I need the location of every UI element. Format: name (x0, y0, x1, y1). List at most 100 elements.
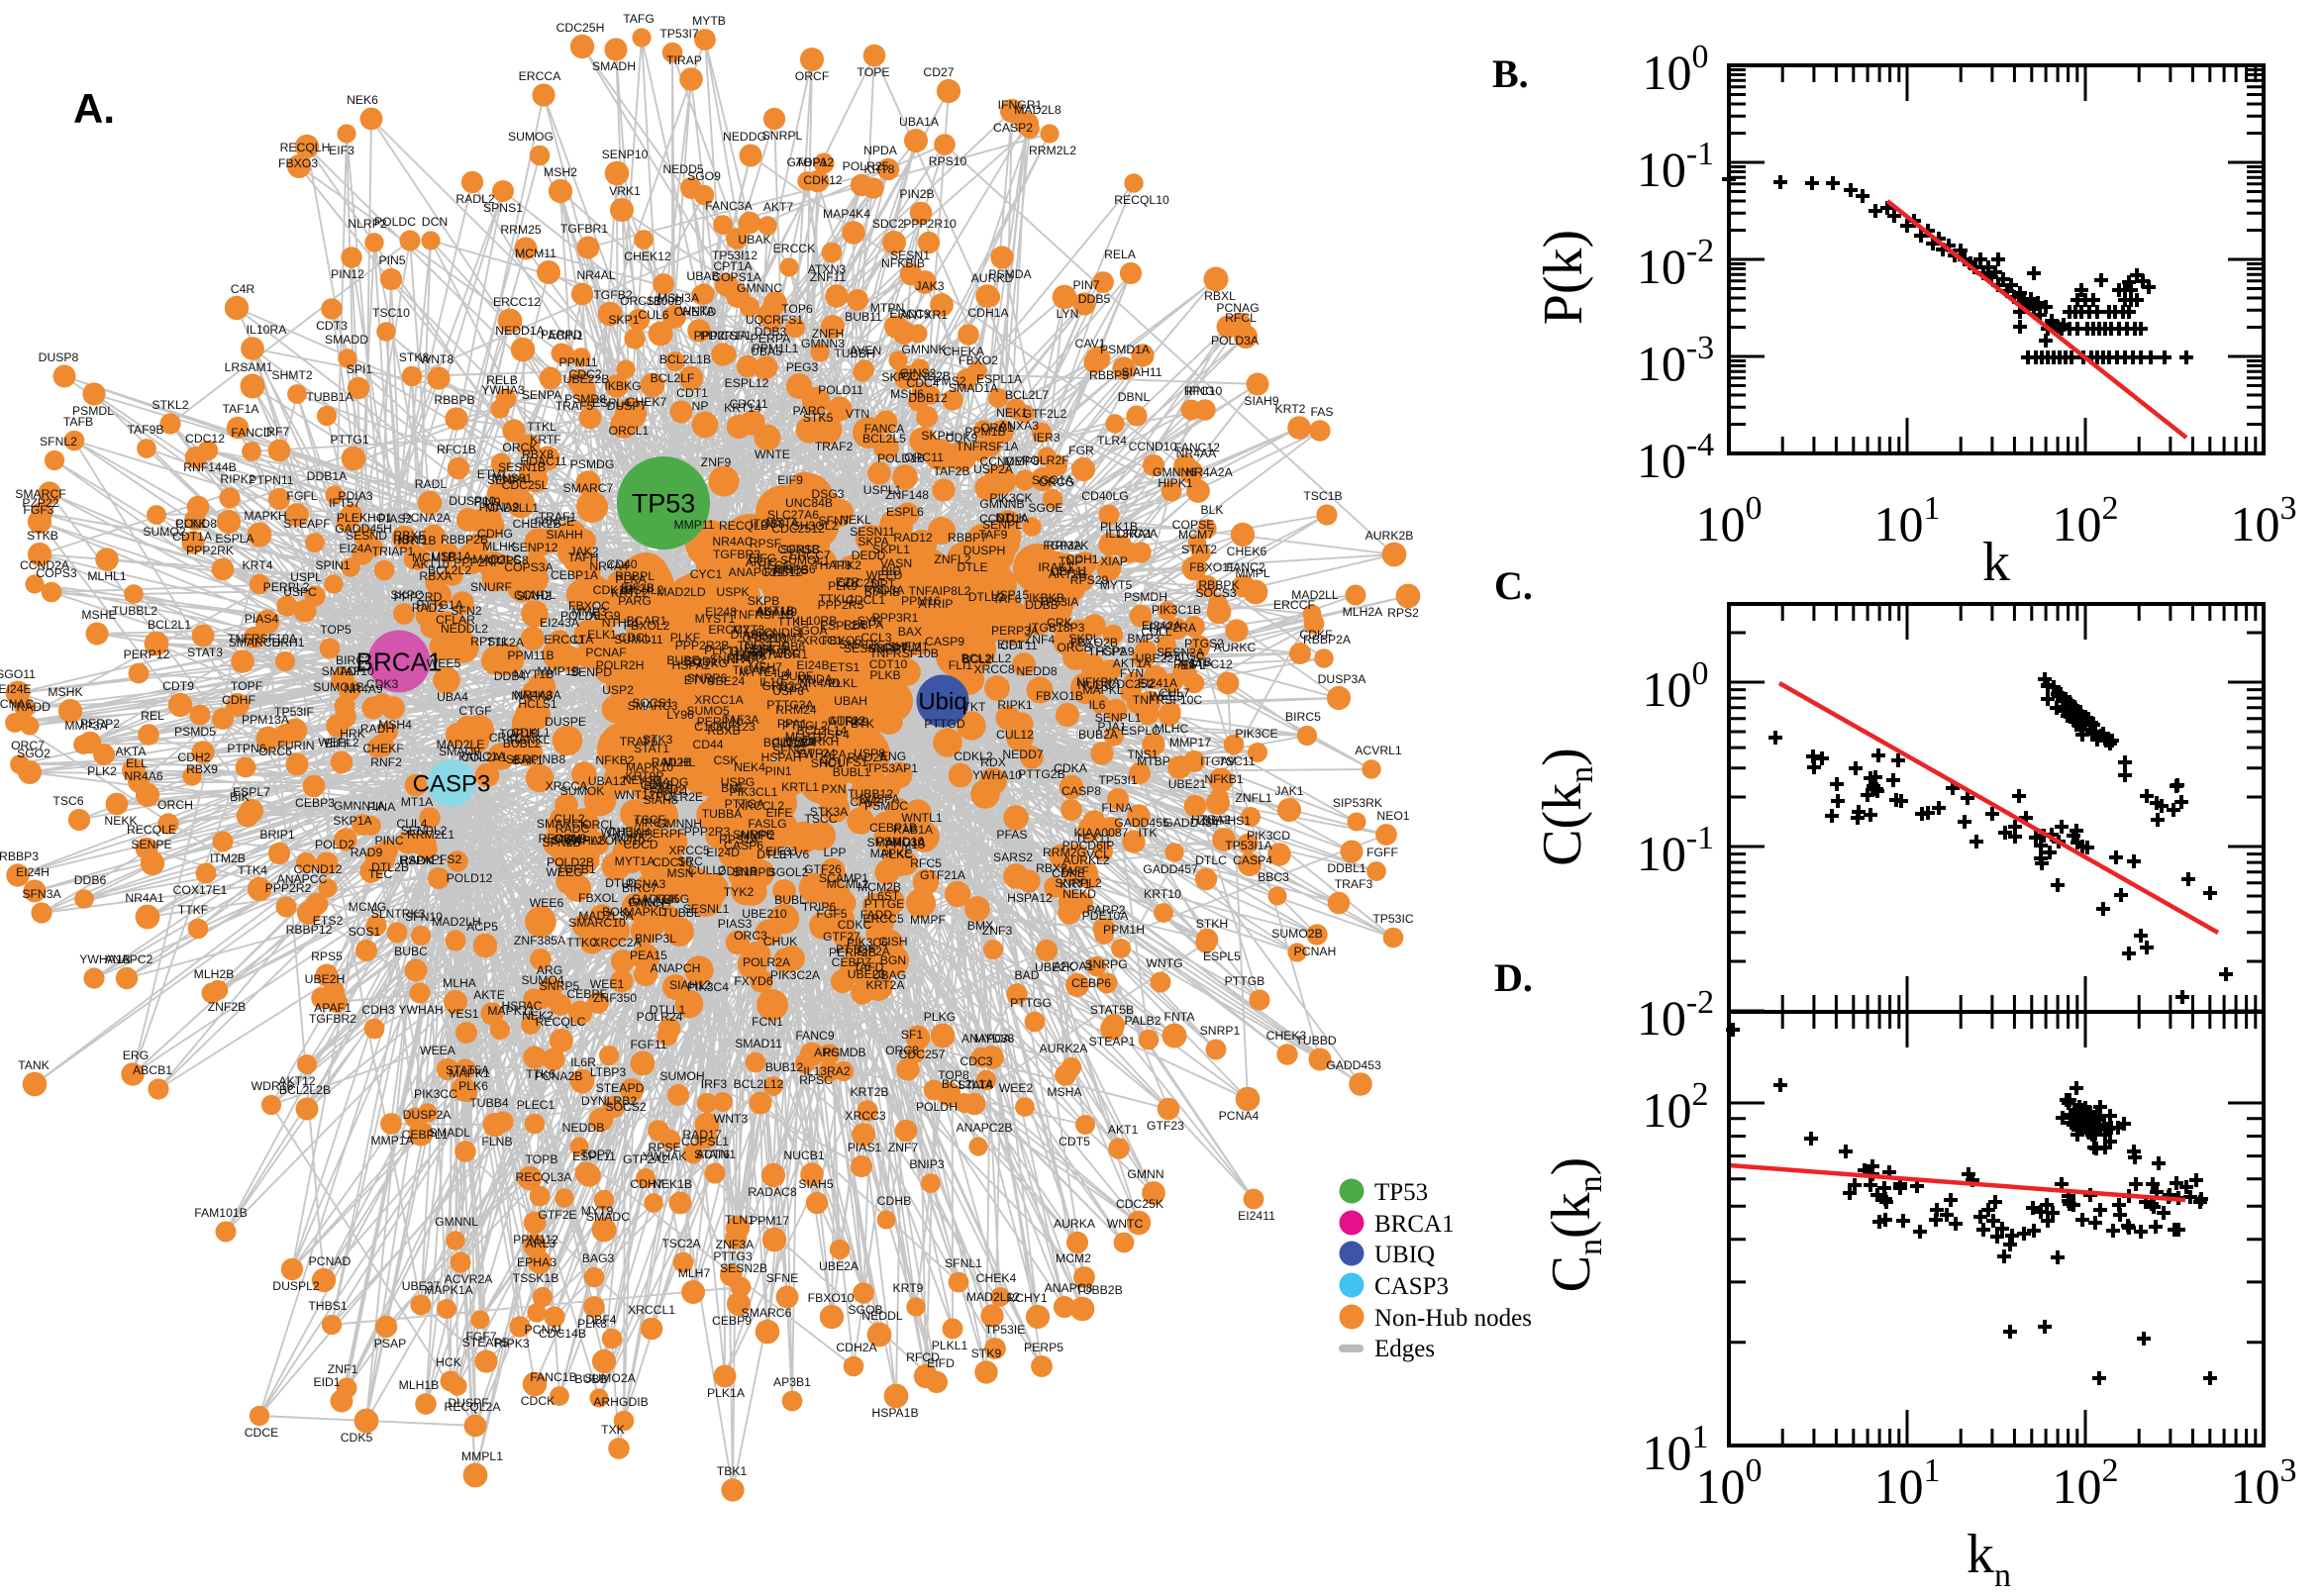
svg-text:WEED: WEED (866, 568, 903, 582)
svg-text:RRM24: RRM24 (775, 703, 817, 717)
svg-text:TGFB2: TGFB2 (593, 288, 632, 302)
svg-text:CDT1: CDT1 (676, 386, 708, 400)
svg-text:BUBF: BUBF (781, 669, 814, 683)
svg-text:ETV4: ETV4 (684, 673, 715, 687)
svg-text:PIN2B: PIN2B (899, 187, 934, 201)
svg-text:TLR4: TLR4 (1097, 434, 1127, 448)
svg-text:MCM1B: MCM1B (412, 550, 455, 564)
svg-text:SFNL2: SFNL2 (40, 435, 77, 449)
svg-text:NEDD1A: NEDD1A (495, 324, 545, 338)
svg-text:GTF27: GTF27 (823, 930, 860, 944)
svg-text:SNRP5: SNRP5 (540, 979, 580, 993)
svg-text:RANKL: RANKL (510, 733, 551, 747)
svg-text:MAD2LL: MAD2LL (1291, 588, 1339, 602)
svg-text:TP53: TP53 (632, 489, 696, 519)
svg-text:SIAH9: SIAH9 (1244, 394, 1278, 408)
svg-text:BCL2L1: BCL2L1 (148, 618, 191, 632)
svg-text:CDHB: CDHB (877, 1194, 912, 1208)
svg-text:FGF7: FGF7 (465, 1330, 496, 1344)
svg-text:EI242A: EI242A (1142, 619, 1182, 633)
svg-text:CDCK: CDCK (521, 1394, 556, 1408)
svg-text:MAPK8: MAPK8 (511, 689, 553, 703)
svg-text:NLRP2: NLRP2 (348, 217, 387, 231)
svg-text:CAV1: CAV1 (1075, 337, 1106, 350)
svg-text:RPS1A: RPS1A (719, 833, 759, 847)
svg-text:CDH3: CDH3 (361, 1003, 394, 1017)
svg-text:MCM11: MCM11 (515, 247, 556, 260)
svg-text:PLK11: PLK11 (704, 644, 740, 657)
svg-text:TEC: TEC (368, 867, 393, 881)
svg-text:KRT1B: KRT1B (397, 534, 436, 548)
svg-text:MSH2: MSH2 (544, 165, 577, 179)
svg-text:ZNF3A: ZNF3A (716, 1238, 755, 1251)
svg-text:KRT2: KRT2 (1275, 402, 1306, 416)
svg-text:PPP2R10: PPP2R10 (903, 217, 957, 231)
svg-text:GTF2L2: GTF2L2 (1023, 407, 1067, 421)
svg-text:TAF3A: TAF3A (722, 713, 759, 727)
svg-text:ETV1: ETV1 (477, 467, 508, 481)
svg-text:UBE21: UBE21 (1168, 777, 1207, 791)
svg-text:PPM112: PPM112 (513, 1233, 558, 1247)
svg-text:PERP2: PERP2 (80, 717, 120, 731)
svg-text:MAD2LC: MAD2LC (472, 552, 522, 566)
svg-text:MMP1B: MMP1B (537, 664, 579, 678)
svg-text:TRAF2: TRAF2 (815, 440, 854, 453)
svg-text:NR4A4: NR4A4 (589, 559, 629, 573)
svg-text:FANCD: FANCD (231, 426, 272, 440)
svg-text:PFAS: PFAS (996, 828, 1027, 842)
svg-text:Cn(kn): Cn(kn) (1541, 1157, 1609, 1293)
svg-text:PINA: PINA (367, 800, 396, 814)
svg-text:SOCS2: SOCS2 (605, 1100, 647, 1114)
svg-text:BUBL2: BUBL2 (503, 737, 542, 750)
svg-text:MCMG: MCMG (349, 900, 387, 914)
svg-text:RECQLH: RECQLH (280, 141, 331, 154)
svg-text:SESN2A: SESN2A (1157, 646, 1205, 659)
svg-text:PIK3CE: PIK3CE (1235, 727, 1277, 741)
svg-text:IL6ST: IL6ST (867, 889, 900, 903)
svg-text:GTF21A: GTF21A (920, 868, 966, 882)
svg-text:COPS6: COPS6 (774, 562, 816, 576)
svg-text:PIN1: PIN1 (764, 764, 791, 778)
svg-text:IFT57: IFT57 (329, 496, 360, 510)
svg-text:RPSF: RPSF (750, 537, 782, 550)
svg-text:Non-Hub nodes: Non-Hub nodes (1374, 1305, 1532, 1332)
svg-text:RBBPA: RBBPA (844, 618, 884, 632)
svg-text:BCL2LF: BCL2LF (651, 371, 695, 385)
svg-text:MYTE: MYTE (739, 665, 772, 679)
svg-text:ZNF2B: ZNF2B (208, 1000, 247, 1014)
svg-text:SLC27A6: SLC27A6 (767, 508, 819, 522)
svg-text:PTTG2B: PTTG2B (1018, 767, 1064, 781)
svg-text:MMP11: MMP11 (673, 518, 714, 532)
svg-text:CDCL1: CDCL1 (846, 593, 885, 607)
svg-text:MLH2A: MLH2A (1343, 605, 1384, 619)
svg-text:TSC11: TSC11 (1218, 754, 1255, 768)
svg-text:USP1A: USP1A (432, 549, 472, 563)
svg-text:BAG3: BAG3 (582, 1251, 615, 1265)
svg-text:PERP12: PERP12 (124, 648, 170, 661)
svg-text:STAT5B: STAT5B (1090, 1003, 1134, 1017)
svg-text:CCNDL: CCNDL (514, 588, 556, 602)
svg-text:CUL12: CUL12 (996, 728, 1034, 742)
svg-text:MYT3: MYT3 (733, 623, 765, 637)
svg-text:SNRP6: SNRP6 (687, 671, 728, 685)
svg-text:KRT1: KRT1 (1060, 877, 1091, 891)
svg-text:MAPK1: MAPK1 (449, 1066, 490, 1080)
svg-text:UBE24: UBE24 (707, 674, 746, 688)
svg-text:CCND1A: CCND1A (979, 512, 1030, 526)
svg-text:PPM1H: PPM1H (1103, 923, 1145, 937)
svg-text:FANC1: FANC1 (650, 784, 689, 798)
svg-text:SKPB: SKPB (748, 594, 780, 608)
svg-text:MSHE: MSHE (81, 608, 116, 622)
svg-text:COPS3: COPS3 (36, 566, 77, 580)
svg-text:TNFAIP8L2: TNFAIP8L2 (909, 584, 971, 598)
svg-text:PIK3C2A: PIK3C2A (770, 968, 821, 982)
svg-text:TKT: TKT (962, 700, 986, 714)
svg-text:BUBL: BUBL (774, 893, 806, 907)
svg-text:GRB2: GRB2 (761, 679, 794, 693)
svg-text:CDKC: CDKC (838, 918, 872, 932)
svg-text:TUBBL: TUBBL (661, 906, 701, 920)
svg-text:PSMDB: PSMDB (823, 1046, 865, 1059)
svg-text:IL13RA2: IL13RA2 (803, 1064, 851, 1078)
svg-text:PEG3: PEG3 (786, 360, 819, 374)
svg-text:COPS8: COPS8 (487, 553, 529, 567)
